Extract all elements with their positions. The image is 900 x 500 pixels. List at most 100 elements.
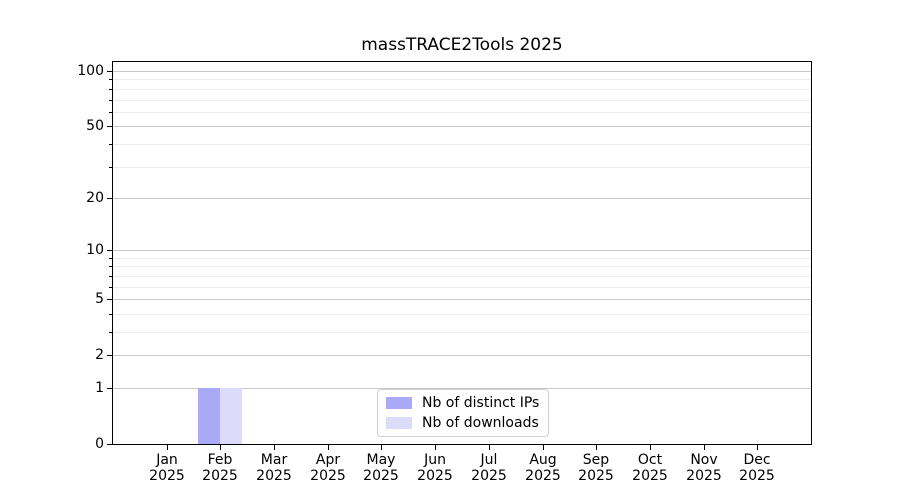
chart-title: massTRACE2Tools 2025: [361, 35, 563, 55]
x-label-year: 2025: [417, 468, 453, 484]
legend-label: Nb of downloads: [422, 415, 539, 431]
y-axis-tick-label: 50: [86, 118, 104, 134]
legend-swatch: [386, 397, 412, 409]
gridline-minor: [113, 276, 811, 277]
x-label-month: Mar: [260, 452, 288, 468]
y-axis-tick-label: 5: [95, 291, 104, 307]
gridline-minor: [113, 89, 811, 90]
gridline-minor: [113, 144, 811, 145]
x-axis-tick-label: May 2025: [349, 452, 413, 484]
y-axis-tick: [107, 198, 112, 199]
y-axis-tick: [107, 250, 112, 251]
y-axis-tick-label: 1: [95, 380, 104, 396]
gridline-minor: [113, 258, 811, 259]
gridline-minor: [113, 332, 811, 333]
y-axis-minor-tick: [109, 258, 112, 259]
x-axis-tick-label: Jan 2025: [135, 452, 199, 484]
gridline-minor: [113, 314, 811, 315]
x-axis-tick: [274, 445, 275, 450]
bar: [220, 388, 242, 444]
x-axis-tick: [489, 445, 490, 450]
x-axis-tick: [435, 445, 436, 450]
gridline-major: [113, 71, 811, 72]
legend-label: Nb of distinct IPs: [422, 395, 540, 411]
x-label-year: 2025: [310, 468, 346, 484]
x-label-month: Feb: [207, 452, 233, 468]
x-axis-tick: [381, 445, 382, 450]
plot-area: Nb of distinct IPs Nb of downloads: [112, 61, 812, 445]
x-label-year: 2025: [149, 468, 185, 484]
x-axis-tick-label: Jun 2025: [403, 452, 467, 484]
x-axis-tick-label: Oct 2025: [618, 452, 682, 484]
y-axis-minor-tick: [109, 79, 112, 80]
x-label-month: May: [366, 452, 396, 468]
x-axis-tick-label: Apr 2025: [296, 452, 360, 484]
gridline-major: [113, 250, 811, 251]
y-axis-tick: [107, 444, 112, 445]
x-label-month: Dec: [743, 452, 771, 468]
x-label-year: 2025: [256, 468, 292, 484]
x-axis-tick: [650, 445, 651, 450]
x-axis-tick-label: Nov 2025: [672, 452, 736, 484]
x-axis-tick: [596, 445, 597, 450]
x-label-month: Nov: [690, 452, 718, 468]
y-axis-tick: [107, 355, 112, 356]
gridline-minor: [113, 287, 811, 288]
x-label-month: Sep: [582, 452, 610, 468]
x-label-year: 2025: [632, 468, 668, 484]
x-axis-tick: [167, 445, 168, 450]
y-axis-minor-tick: [109, 276, 112, 277]
y-axis-minor-tick: [109, 144, 112, 145]
gridline-minor: [113, 100, 811, 101]
x-label-year: 2025: [471, 468, 507, 484]
x-axis-tick: [543, 445, 544, 450]
y-axis-tick-label: 10: [86, 242, 104, 258]
gridline-major: [113, 126, 811, 127]
y-axis-tick-label: 20: [86, 190, 104, 206]
x-axis-tick-label: Jul 2025: [457, 452, 521, 484]
x-axis-tick: [328, 445, 329, 450]
y-axis-minor-tick: [109, 167, 112, 168]
bar: [198, 388, 220, 444]
legend-entry: Nb of distinct IPs: [386, 394, 539, 412]
gridline-minor: [113, 112, 811, 113]
x-label-year: 2025: [578, 468, 614, 484]
legend: Nb of distinct IPs Nb of downloads: [377, 389, 550, 437]
x-label-month: Apr: [315, 452, 341, 468]
x-axis-tick-label: Mar 2025: [242, 452, 306, 484]
x-label-year: 2025: [686, 468, 722, 484]
y-axis-tick-label: 2: [95, 347, 104, 363]
x-axis-tick: [704, 445, 705, 450]
gridline-major: [113, 299, 811, 300]
y-axis-minor-tick: [109, 332, 112, 333]
x-axis-tick-label: Dec 2025: [725, 452, 789, 484]
x-axis-tick: [220, 445, 221, 450]
x-label-month: Oct: [637, 452, 663, 468]
legend-entry: Nb of downloads: [386, 414, 539, 432]
y-axis-minor-tick: [109, 100, 112, 101]
y-axis-minor-tick: [109, 287, 112, 288]
y-axis-tick: [107, 71, 112, 72]
x-axis-tick-label: Sep 2025: [564, 452, 628, 484]
y-axis-minor-tick: [109, 112, 112, 113]
gridlines-layer: [113, 62, 811, 444]
x-label-month: Jun: [424, 452, 446, 468]
x-label-month: Jan: [156, 452, 178, 468]
x-label-year: 2025: [202, 468, 238, 484]
x-label-year: 2025: [525, 468, 561, 484]
gridline-major: [113, 388, 811, 389]
legend-swatch: [386, 417, 412, 429]
x-label-year: 2025: [363, 468, 399, 484]
y-axis-tick-label: 100: [77, 63, 104, 79]
x-label-month: Jul: [480, 452, 498, 468]
y-axis-tick: [107, 388, 112, 389]
y-axis-tick-label: 0: [95, 436, 104, 452]
x-label-year: 2025: [739, 468, 775, 484]
x-label-month: Aug: [529, 452, 557, 468]
y-axis-minor-tick: [109, 89, 112, 90]
y-axis-minor-tick: [109, 266, 112, 267]
x-axis-tick-label: Aug 2025: [511, 452, 575, 484]
gridline-major: [113, 198, 811, 199]
y-axis-minor-tick: [109, 314, 112, 315]
